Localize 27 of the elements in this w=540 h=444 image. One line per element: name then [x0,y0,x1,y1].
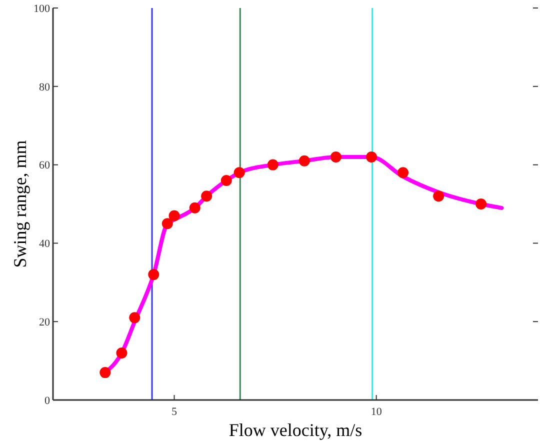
point [366,151,377,162]
point [168,210,180,222]
y-tick-label: 20 [39,316,50,328]
point [398,167,409,178]
point [476,198,487,210]
point [189,202,200,214]
y-tick-label: 80 [39,81,50,94]
x-axis-title: Flow velocity, m/s [228,420,362,440]
point [234,167,245,178]
point [100,367,111,378]
y-tick-label: 0 [44,394,50,407]
point [330,151,342,162]
point [129,312,140,324]
y-tick-label: 60 [39,160,50,172]
point [116,347,128,358]
y-axis-title: Swing range, mm [10,140,30,268]
x-tick-label: 10 [370,406,382,418]
y-tick-label: 100 [34,2,50,15]
point [162,218,173,230]
y-tick-label: 40 [39,238,50,250]
point [267,159,278,170]
point [201,190,212,202]
point [298,155,310,166]
point [220,174,232,186]
x-tick-label: 5 [172,406,178,418]
point [148,269,160,280]
point [433,190,444,202]
